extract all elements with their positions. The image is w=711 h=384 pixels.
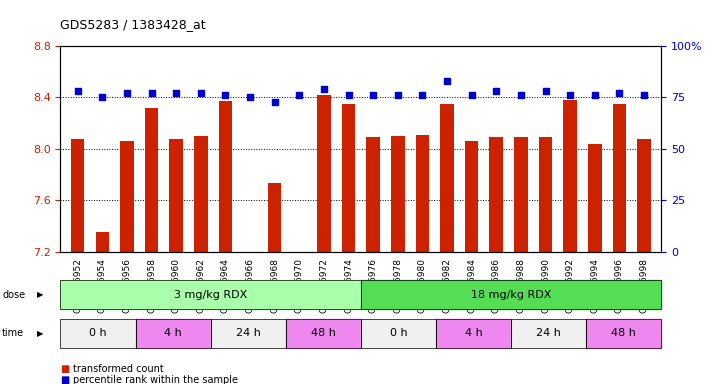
Bar	[465, 141, 479, 252]
Bar	[95, 232, 109, 252]
Bar	[342, 104, 356, 252]
Text: percentile rank within the sample: percentile rank within the sample	[73, 375, 238, 384]
Text: 0 h: 0 h	[390, 328, 407, 338]
Point	[319, 86, 330, 92]
Text: ▶: ▶	[37, 290, 43, 299]
Bar	[489, 137, 503, 252]
Bar	[145, 108, 159, 252]
Point	[269, 98, 280, 104]
Bar	[391, 136, 405, 252]
Point	[97, 94, 108, 101]
Text: transformed count: transformed count	[73, 364, 164, 374]
Bar	[440, 104, 454, 252]
Text: ▶: ▶	[37, 329, 43, 338]
Bar	[588, 144, 602, 252]
Text: time: time	[2, 328, 24, 338]
Text: 48 h: 48 h	[311, 328, 336, 338]
Point	[540, 88, 551, 94]
Text: 3 mg/kg RDX: 3 mg/kg RDX	[174, 290, 247, 300]
Point	[442, 78, 453, 84]
Bar	[317, 95, 331, 252]
Bar	[71, 139, 85, 252]
Point	[294, 92, 305, 98]
Bar	[539, 137, 552, 252]
Point	[589, 92, 600, 98]
Point	[515, 92, 527, 98]
Bar	[120, 141, 134, 252]
Bar	[194, 136, 208, 252]
Point	[122, 90, 133, 96]
Text: 18 mg/kg RDX: 18 mg/kg RDX	[471, 290, 551, 300]
Point	[417, 92, 428, 98]
Bar	[268, 184, 282, 252]
Text: 24 h: 24 h	[236, 328, 261, 338]
Point	[368, 92, 379, 98]
Text: 24 h: 24 h	[536, 328, 561, 338]
Text: 4 h: 4 h	[164, 328, 182, 338]
Point	[245, 94, 256, 101]
Bar	[416, 135, 429, 252]
Bar	[613, 104, 626, 252]
Text: ■: ■	[60, 375, 70, 384]
Bar	[637, 139, 651, 252]
Point	[565, 92, 576, 98]
Text: dose: dose	[2, 290, 26, 300]
Text: 48 h: 48 h	[611, 328, 636, 338]
Bar	[514, 137, 528, 252]
Point	[638, 92, 650, 98]
Bar	[169, 139, 183, 252]
Text: ■: ■	[60, 364, 70, 374]
Point	[343, 92, 354, 98]
Text: GDS5283 / 1383428_at: GDS5283 / 1383428_at	[60, 18, 206, 31]
Text: 4 h: 4 h	[464, 328, 482, 338]
Point	[466, 92, 477, 98]
Point	[614, 90, 625, 96]
Bar	[563, 100, 577, 252]
Point	[195, 90, 206, 96]
Text: 0 h: 0 h	[89, 328, 107, 338]
Bar	[219, 101, 232, 252]
Point	[491, 88, 502, 94]
Point	[146, 90, 157, 96]
Point	[72, 88, 83, 94]
Bar	[366, 137, 380, 252]
Point	[220, 92, 231, 98]
Point	[392, 92, 403, 98]
Point	[171, 90, 182, 96]
